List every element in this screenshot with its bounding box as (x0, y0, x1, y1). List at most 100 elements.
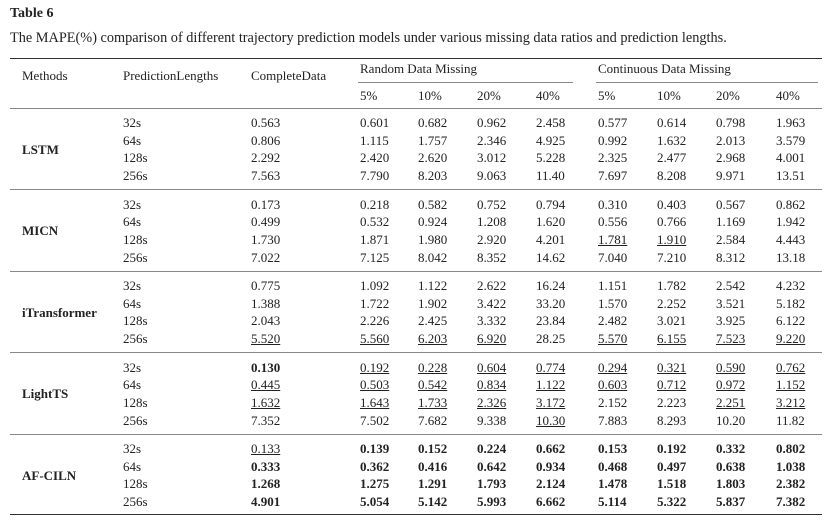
value-cell: 7.790 (360, 168, 390, 184)
value-cell: 2.152 (598, 394, 628, 410)
value-cell: 1.478 (598, 476, 628, 492)
value-cell: 6.155 (657, 331, 687, 347)
value-cell: 1.570 (598, 295, 628, 311)
value-cell: 2.477 (657, 150, 687, 166)
value-cell: 7.502 (360, 412, 390, 428)
value-cell: 0.153 (598, 441, 628, 456)
value-cell: 11.40 (536, 168, 565, 184)
value-cell: 8.312 (716, 249, 746, 265)
value-cell: 9.338 (477, 412, 507, 428)
value-cell: 2.251 (716, 394, 746, 410)
prediction-length: 32s (123, 441, 142, 456)
value-cell: 6.203 (418, 331, 448, 347)
prediction-length: 128s (123, 231, 148, 247)
value-cell: 1.518 (657, 476, 687, 492)
prediction-length: 256s (123, 331, 148, 347)
value-cell: 10.20 (716, 412, 746, 428)
value-cell: 1.152 (776, 377, 806, 393)
value-cell: 0.682 (418, 115, 448, 130)
method-name: LSTM (22, 141, 59, 157)
prediction-length: 128s (123, 476, 148, 492)
rule (10, 270, 822, 272)
value-cell: 1.902 (418, 295, 448, 311)
value-cell: 0.762 (776, 359, 806, 375)
value-cell: 4.443 (776, 231, 806, 247)
value-cell: 0.590 (716, 359, 746, 375)
value-cell: 2.013 (716, 132, 746, 148)
value-cell: 1.733 (418, 394, 448, 410)
value-cell: 0.862 (776, 196, 806, 212)
value-cell: 0.992 (598, 132, 628, 148)
value-cell: 2.124 (536, 476, 566, 492)
value-cell: 0.294 (598, 359, 628, 375)
prediction-length: 256s (123, 168, 148, 184)
value-cell: 0.601 (360, 115, 390, 130)
value-cell: 5.182 (776, 295, 806, 311)
rule (10, 108, 822, 109)
value-cell: 1.722 (360, 295, 390, 311)
value-cell: 3.212 (776, 394, 806, 410)
value-cell: 1.122 (536, 377, 566, 393)
value-cell: 7.382 (776, 494, 806, 510)
prediction-length: 256s (123, 494, 148, 510)
value-cell: 0.362 (360, 458, 390, 474)
value-cell: 2.326 (477, 394, 507, 410)
value-cell: 1.980 (418, 231, 448, 247)
value-cell: 0.614 (657, 115, 687, 130)
value-cell: 13.51 (776, 168, 806, 184)
value-cell: 10.30 (536, 412, 566, 428)
value-cell: 0.962 (477, 115, 507, 130)
value-cell: 8.208 (657, 168, 687, 184)
value-cell: 5.054 (360, 494, 390, 510)
method-name: iTransformer (22, 304, 97, 320)
value-cell: 11.82 (776, 412, 805, 428)
value-cell: 0.173 (251, 196, 281, 212)
value-cell: 2.346 (477, 132, 507, 148)
value-cell: 2.226 (360, 313, 390, 329)
prediction-length: 64s (123, 295, 142, 311)
value-cell: 5.228 (536, 150, 566, 166)
value-cell: 2.223 (657, 394, 687, 410)
method-name: AF-CILN (22, 467, 77, 483)
value-cell: 0.934 (536, 458, 566, 474)
value-cell: 2.542 (716, 278, 746, 293)
value-cell: 7.022 (251, 249, 281, 265)
value-cell: 0.712 (657, 377, 687, 393)
value-cell: 9.220 (776, 331, 806, 347)
ratio-header: 40% (776, 88, 800, 103)
value-cell: 1.803 (716, 476, 746, 492)
value-cell: 0.403 (657, 196, 687, 212)
value-cell: 6.662 (536, 494, 566, 510)
value-cell: 0.662 (536, 441, 566, 456)
value-cell: 3.012 (477, 150, 507, 166)
rule (10, 58, 822, 59)
column-header: CompleteData (251, 68, 327, 83)
column-header: PredictionLengths (123, 68, 219, 83)
value-cell: 0.542 (418, 377, 448, 393)
value-cell: 0.130 (251, 359, 281, 375)
value-cell: 0.218 (360, 196, 390, 212)
value-cell: 7.523 (716, 331, 746, 347)
value-cell: 0.563 (251, 115, 281, 130)
value-cell: 7.125 (360, 249, 390, 265)
value-cell: 8.352 (477, 249, 507, 265)
ratio-header: 20% (477, 88, 501, 103)
value-cell: 3.332 (477, 313, 507, 329)
value-cell: 0.321 (657, 359, 687, 375)
value-cell: 2.622 (477, 278, 507, 293)
prediction-length: 64s (123, 377, 142, 393)
prediction-length: 256s (123, 249, 148, 265)
prediction-length: 32s (123, 359, 142, 375)
value-cell: 1.942 (776, 214, 806, 230)
value-cell: 2.292 (251, 150, 281, 166)
value-cell: 0.416 (418, 458, 448, 474)
value-cell: 1.910 (657, 231, 687, 247)
value-cell: 0.192 (657, 441, 687, 456)
rule (10, 514, 822, 515)
value-cell: 0.445 (251, 377, 281, 393)
value-cell: 1.268 (251, 476, 281, 492)
value-cell: 1.115 (360, 132, 389, 148)
table-label: Table 6 (10, 6, 54, 21)
rule (10, 352, 822, 353)
